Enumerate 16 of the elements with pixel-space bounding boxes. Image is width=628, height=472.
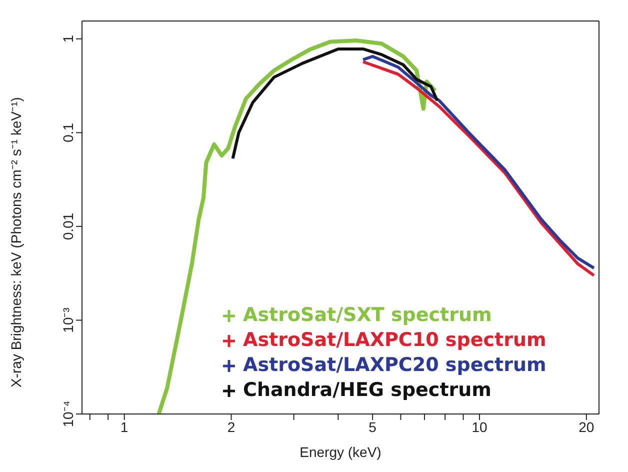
x-tick-label: 20 xyxy=(578,418,594,435)
y-tick-label: 10⁻³ xyxy=(60,307,76,333)
x-tick-label: 5 xyxy=(368,418,377,435)
y-axis-title: X-ray Brightness: keV (Photons cm⁻² s⁻¹ keV⁻¹) xyxy=(8,97,24,388)
legend-label: AstroSat/SXT spectrum xyxy=(243,303,492,328)
x-tick-label: 1 xyxy=(120,418,128,435)
legend-label: AstroSat/LAXPC20 spectrum xyxy=(243,353,546,378)
y-tick-label: 1 xyxy=(60,34,76,43)
x-tick-label: 10 xyxy=(472,418,488,435)
legend-label: Chandra/HEG spectrum xyxy=(243,378,492,403)
y-tick-label: 10⁻⁴ xyxy=(60,400,76,428)
legend-label: AstroSat/LAXPC10 spectrum xyxy=(243,328,546,353)
x-axis-title: Energy (keV) xyxy=(300,444,382,460)
y-tick-label: 0.01 xyxy=(60,212,76,240)
y-tick-label: 0.1 xyxy=(60,122,76,142)
x-tick-label: 2 xyxy=(227,418,236,435)
